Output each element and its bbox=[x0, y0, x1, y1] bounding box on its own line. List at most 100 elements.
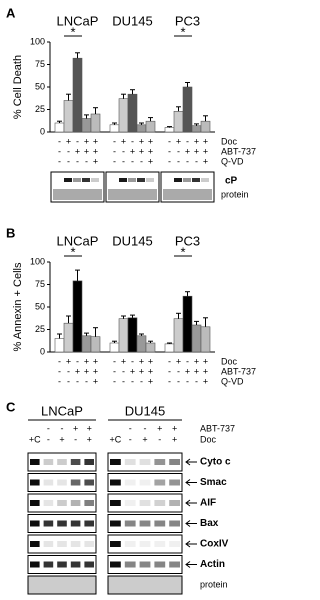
condition-sign: + bbox=[148, 136, 153, 146]
condition-sign: + bbox=[130, 146, 135, 156]
blot-band bbox=[174, 178, 182, 182]
condition-label: Doc bbox=[200, 434, 217, 444]
condition-sign: - bbox=[177, 376, 180, 386]
condition-sign: + bbox=[185, 146, 190, 156]
condition-sign: - bbox=[177, 156, 180, 166]
condition-sign: - bbox=[122, 146, 125, 156]
condition-sign: - bbox=[158, 434, 161, 444]
y-tick-label: 50 bbox=[35, 301, 45, 311]
condition-label: Doc bbox=[221, 136, 238, 146]
blot-band bbox=[139, 541, 151, 547]
bar bbox=[109, 342, 120, 353]
condition-sign: + bbox=[142, 434, 147, 444]
condition-sign: - bbox=[168, 136, 171, 146]
bar bbox=[173, 111, 184, 133]
blot-band bbox=[124, 520, 136, 527]
condition-sign: - bbox=[76, 156, 79, 166]
arrow bbox=[185, 458, 197, 466]
condition-sign: + bbox=[203, 156, 208, 166]
condition-sign: + bbox=[121, 136, 126, 146]
bar bbox=[72, 57, 83, 133]
blot-band bbox=[57, 479, 67, 486]
bar bbox=[182, 86, 193, 133]
blot-band bbox=[154, 500, 166, 506]
blot-band bbox=[43, 459, 54, 465]
blot-band bbox=[146, 178, 154, 182]
blot-band bbox=[110, 500, 121, 506]
protein-stain bbox=[163, 189, 212, 200]
condition-sign: + bbox=[139, 356, 144, 366]
arrow bbox=[185, 499, 197, 507]
condition-sign: + bbox=[176, 356, 181, 366]
blot-frame bbox=[27, 452, 97, 472]
blot-band bbox=[84, 459, 94, 465]
condition-sign: - bbox=[140, 156, 143, 166]
condition-sign: - bbox=[140, 376, 143, 386]
condition-sign: + bbox=[148, 156, 153, 166]
blot-frame bbox=[107, 514, 183, 533]
condition-sign: + bbox=[203, 146, 208, 156]
bar bbox=[63, 100, 74, 133]
condition-sign: - bbox=[85, 376, 88, 386]
blot-band bbox=[57, 561, 67, 568]
panel-label: C bbox=[6, 399, 16, 414]
significance: * bbox=[70, 24, 75, 39]
condition-sign: + bbox=[172, 423, 177, 433]
condition-sign: - bbox=[186, 376, 189, 386]
group-label: PC3 bbox=[175, 13, 200, 28]
blot-band bbox=[64, 178, 72, 182]
bar bbox=[118, 318, 129, 353]
blot-band bbox=[43, 520, 54, 527]
condition-sign: - bbox=[67, 146, 70, 156]
condition-sign: - bbox=[129, 423, 132, 433]
condition-sign: + bbox=[148, 356, 153, 366]
bar bbox=[136, 335, 147, 353]
condition-sign: - bbox=[76, 136, 79, 146]
y-tick-label: 0 bbox=[40, 346, 45, 356]
y-tick-label: 0 bbox=[40, 126, 45, 136]
blot-band bbox=[124, 459, 136, 465]
blot-band bbox=[84, 561, 94, 568]
bar bbox=[145, 120, 156, 133]
condition-sign: - bbox=[131, 376, 134, 386]
blot-band bbox=[169, 500, 180, 506]
condition-sign: +C bbox=[110, 434, 122, 444]
bar bbox=[191, 324, 202, 353]
blot-band bbox=[30, 520, 40, 527]
blot-band bbox=[154, 541, 166, 547]
group-label: PC3 bbox=[175, 233, 200, 248]
bar bbox=[191, 125, 202, 133]
blot-band bbox=[57, 541, 67, 547]
blot-band bbox=[70, 479, 81, 486]
significance: * bbox=[180, 244, 185, 259]
blot-frame bbox=[107, 493, 183, 513]
blot-band bbox=[169, 561, 180, 568]
blot-band bbox=[124, 500, 136, 506]
bar bbox=[164, 343, 175, 353]
condition-sign: + bbox=[194, 366, 199, 376]
condition-sign: + bbox=[93, 136, 98, 146]
blot-band bbox=[73, 178, 81, 182]
condition-sign: - bbox=[58, 136, 61, 146]
bar bbox=[90, 336, 101, 353]
condition-sign: - bbox=[131, 136, 134, 146]
condition-sign: + bbox=[87, 434, 92, 444]
blot-band bbox=[139, 479, 151, 486]
condition-sign: - bbox=[47, 434, 50, 444]
bar bbox=[136, 124, 147, 133]
blot-frame bbox=[27, 493, 97, 513]
condition-sign: - bbox=[58, 366, 61, 376]
condition-sign: - bbox=[177, 146, 180, 156]
blot-band bbox=[154, 520, 166, 527]
blot-band bbox=[137, 178, 145, 182]
panel-label: B bbox=[6, 225, 15, 240]
condition-sign: + bbox=[139, 136, 144, 146]
blot-band bbox=[84, 520, 94, 527]
blot-band bbox=[169, 459, 180, 465]
condition-label: Q-VD bbox=[221, 376, 244, 386]
blot-label: Bax bbox=[200, 518, 219, 529]
blot-band bbox=[169, 541, 180, 547]
condition-label: Q-VD bbox=[221, 156, 244, 166]
condition-sign: + bbox=[84, 356, 89, 366]
